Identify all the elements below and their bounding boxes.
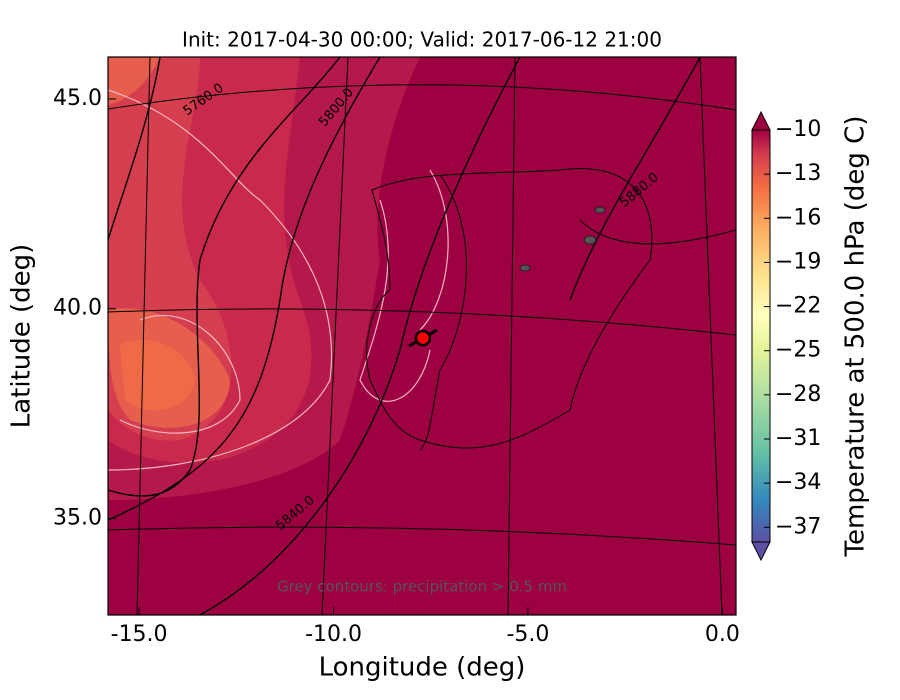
y-tick-label: 35.0	[53, 506, 102, 531]
colorbar-tick-label: −28	[775, 382, 821, 407]
colorbar-tick-label: −16	[775, 205, 821, 230]
x-tick-label: -10.0	[305, 622, 362, 647]
colorbar-tick-label: −22	[775, 294, 821, 319]
colorbar-tick-label: −31	[775, 426, 821, 451]
colorbar-tick-label: −25	[775, 338, 821, 363]
colorbar-tick-label: −13	[775, 161, 821, 186]
x-tick-label: -15.0	[111, 622, 168, 647]
colorbar-tick-label: −37	[775, 514, 821, 539]
colorbar-extend	[751, 541, 771, 562]
colorbar-label: Temperature at 500.0 hPa (deg C)	[841, 116, 871, 558]
y-tick-label: 45.0	[53, 86, 102, 111]
colorbar-tick-label: −10	[775, 117, 821, 142]
y-tick-label: 40.0	[53, 296, 102, 321]
x-axis-label: Longitude (deg)	[319, 653, 526, 683]
colorbar-body	[751, 129, 771, 543]
map: 5760.0 5800.0 5840.0 5880.0 Grey contour…	[108, 57, 736, 615]
colorbar-extend	[751, 110, 771, 131]
location-marker	[414, 329, 432, 347]
y-axis-label: Latitude (deg)	[7, 244, 37, 429]
colorbar	[751, 110, 771, 562]
chart-title: Init: 2017-04-30 00:00; Valid: 2017-06-1…	[182, 28, 662, 52]
colorbar-tick-label: −34	[775, 470, 821, 495]
x-tick-label: -5.0	[506, 622, 549, 647]
annotation: Grey contours: precipitation > 0.5 mm	[277, 578, 567, 596]
colorbar-tick-label: −19	[775, 249, 821, 274]
x-tick-label: 0.0	[705, 622, 740, 647]
plot-frame	[107, 56, 737, 616]
